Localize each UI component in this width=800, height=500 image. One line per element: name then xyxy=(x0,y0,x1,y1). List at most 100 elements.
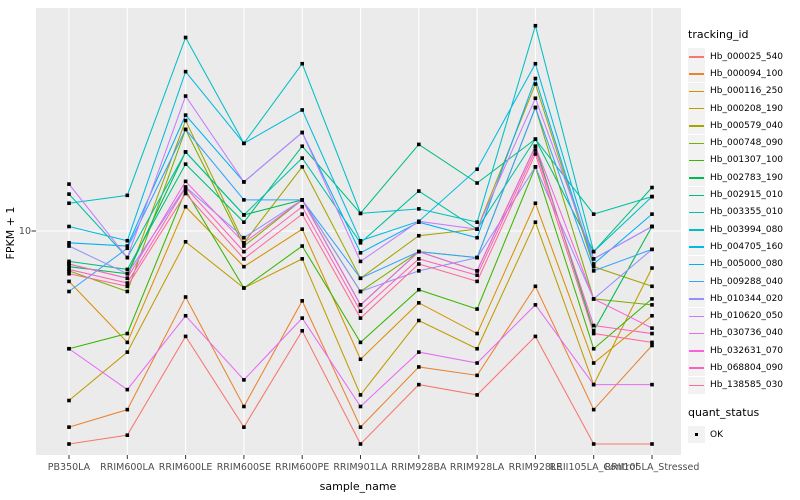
data-point xyxy=(242,198,246,202)
legend-key-line-icon xyxy=(688,134,705,152)
data-point xyxy=(300,316,304,320)
data-point xyxy=(300,299,304,303)
x-tick-label: RRIM600PE xyxy=(275,462,329,473)
data-point xyxy=(125,387,130,392)
data-point xyxy=(67,264,71,269)
data-point xyxy=(67,182,71,186)
data-point xyxy=(125,244,130,248)
data-point xyxy=(125,267,130,272)
data-point xyxy=(475,227,479,231)
data-point xyxy=(125,193,130,198)
data-point xyxy=(183,113,188,117)
data-point xyxy=(183,69,188,74)
data-point xyxy=(300,257,304,261)
legend-item: Hb_068804_090 xyxy=(688,359,800,377)
data-point xyxy=(183,313,188,318)
legend-item-label: Hb_000208_190 xyxy=(710,103,784,114)
data-point xyxy=(591,442,596,446)
data-point xyxy=(358,251,363,255)
data-point xyxy=(650,340,654,345)
legend-item-label: Hb_032631_070 xyxy=(710,345,784,356)
data-point xyxy=(67,442,71,446)
data-point xyxy=(358,309,363,314)
legend-item-label: Hb_009288_040 xyxy=(710,276,784,287)
data-point xyxy=(417,207,421,211)
data-point xyxy=(533,105,538,110)
legend-key-line-icon xyxy=(688,273,705,290)
legend-key-line-icon xyxy=(688,307,705,325)
legend-key-line-icon xyxy=(688,151,705,169)
data-point xyxy=(475,373,479,378)
data-point xyxy=(417,269,421,273)
data-point xyxy=(475,181,479,185)
legend-item: Hb_032631_070 xyxy=(688,342,800,360)
legend-item-label: Hb_002783_190 xyxy=(710,172,784,183)
legend-item-label: Hb_000116_250 xyxy=(710,86,784,97)
data-point xyxy=(650,212,654,216)
legend-item-label: Hb_001307_100 xyxy=(710,155,784,166)
data-point xyxy=(67,346,71,351)
data-point xyxy=(417,219,421,224)
data-point xyxy=(475,361,479,365)
legend-item: Hb_004705_160 xyxy=(688,238,800,256)
data-point xyxy=(358,316,363,320)
data-point xyxy=(242,244,246,248)
data-point xyxy=(533,220,538,224)
data-point xyxy=(183,239,188,244)
data-point xyxy=(67,289,71,294)
legend-item-label: Hb_002915_010 xyxy=(710,190,784,201)
data-point xyxy=(300,212,304,216)
legend-item: Hb_000579_040 xyxy=(688,117,800,135)
data-point xyxy=(183,185,188,190)
data-point xyxy=(125,246,130,251)
legend-key-line-icon xyxy=(688,169,705,187)
data-point xyxy=(183,35,188,40)
data-point xyxy=(358,340,363,345)
data-point xyxy=(358,241,363,245)
data-point xyxy=(533,201,538,206)
data-point xyxy=(591,323,596,328)
legend-item: Hb_030736_040 xyxy=(688,324,800,342)
data-point xyxy=(591,212,596,216)
data-point xyxy=(650,266,654,270)
legend-item-label: Hb_068804_090 xyxy=(710,362,784,373)
data-point xyxy=(183,204,188,209)
y-tick-label: 10 xyxy=(19,226,31,237)
legend-item-label: Hb_030736_040 xyxy=(710,328,784,339)
data-point xyxy=(67,279,71,284)
legend-item-quant-ok: OK xyxy=(688,426,800,444)
legend-items: Hb_000025_540 Hb_000094_100 Hb_000116_250 H… xyxy=(688,48,800,394)
data-point xyxy=(533,334,538,339)
legend-key-line-icon xyxy=(688,290,705,308)
data-point xyxy=(125,271,130,276)
data-point xyxy=(650,247,654,252)
data-point xyxy=(242,286,246,290)
data-point xyxy=(591,249,596,254)
data-point xyxy=(125,340,130,345)
data-point xyxy=(417,249,421,254)
data-point xyxy=(591,328,596,333)
data-point xyxy=(533,82,538,86)
data-point xyxy=(591,297,596,301)
data-point xyxy=(183,191,188,196)
legend-item: Hb_000025_540 xyxy=(688,48,800,66)
quant-ok-key-icon xyxy=(688,426,705,444)
data-point xyxy=(650,442,654,446)
data-point xyxy=(650,343,654,348)
data-point xyxy=(242,425,246,429)
legend-item: Hb_005000_080 xyxy=(688,255,800,273)
data-point xyxy=(533,137,538,141)
data-point xyxy=(417,262,421,266)
data-point xyxy=(650,326,654,330)
data-point xyxy=(125,331,130,336)
data-point xyxy=(650,194,654,199)
legend-item: Hb_003355_010 xyxy=(688,203,800,221)
data-point xyxy=(417,301,421,305)
data-point xyxy=(475,346,479,351)
legend-key-line-icon xyxy=(688,82,705,100)
data-point xyxy=(591,257,596,261)
legend-key-line-icon xyxy=(688,255,705,273)
data-point xyxy=(300,165,304,169)
x-tick-label: RRII105LA_Stressed xyxy=(605,462,700,473)
legend-key-line-icon xyxy=(688,376,705,394)
